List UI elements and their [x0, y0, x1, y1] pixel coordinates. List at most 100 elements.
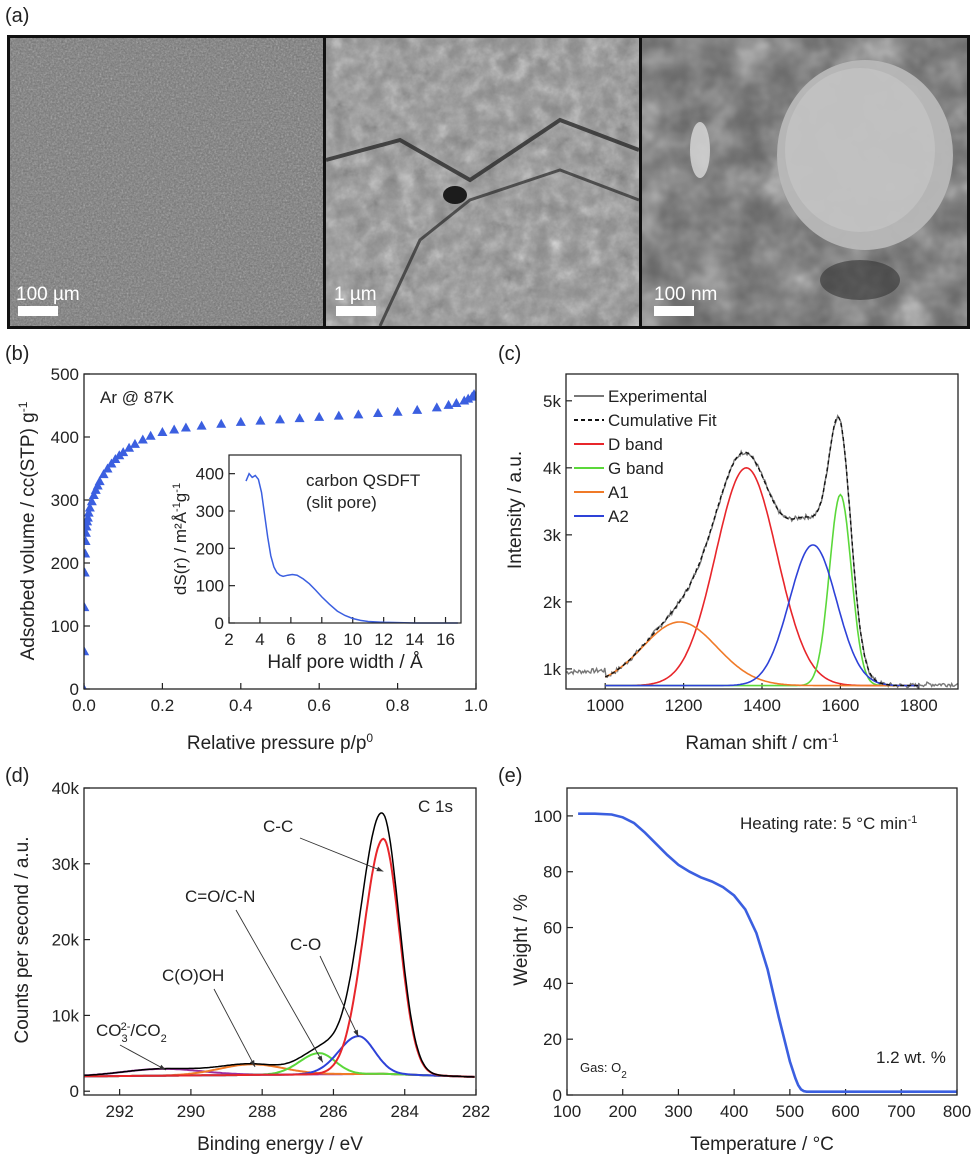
chart-c-xtick-label: 1600: [821, 696, 859, 715]
chart-e-frame: [566, 787, 958, 1096]
scale-label-3: 100 nm: [654, 284, 717, 305]
scale-label-1: 100 µm: [16, 284, 80, 305]
inset-xtick-label: 8: [317, 630, 326, 649]
chart-d-ylabel: Counts per second / a.u.: [12, 836, 33, 1043]
chart-b-point: [451, 397, 462, 407]
panel-label-b: (b): [5, 343, 29, 365]
inset-xtick-label: 14: [405, 630, 424, 649]
chart-d-xtick-label: 282: [462, 1102, 490, 1121]
legend-label: A2: [608, 507, 629, 526]
chart-e-xlabel: Temperature / °C: [690, 1134, 834, 1155]
chart-b-point: [84, 646, 90, 656]
sem-image-3: 100 nm: [642, 38, 967, 326]
chart-b-inset: 2 4 6 8 10 12 14 16 0 100 200 300 400 carbon QSDFT (…: [171, 454, 462, 673]
chart-e-series-line: [578, 812, 957, 1093]
inset-ytick-label: 300: [196, 502, 224, 521]
chart-b-xtick-label: 0.8: [386, 696, 410, 715]
inset-subtitle: (slit pore): [306, 493, 377, 512]
chart-d-xtick-label: 288: [248, 1102, 276, 1121]
chart-e-xtick-label: 700: [887, 1102, 915, 1121]
chart-b-point: [137, 434, 148, 444]
chart-b-ylabel: Adsorbed volume / cc(STP) g-1: [16, 401, 39, 660]
legend-label: Cumulative Fit: [608, 411, 717, 430]
chart-c-xlabel: Raman shift / cm-1: [685, 731, 839, 754]
chart-d-label: CO32-/CO2: [96, 1021, 167, 1045]
chart-d-label: C-O: [290, 935, 321, 954]
chart-c-ylabel: Intensity / a.u.: [505, 451, 526, 569]
chart-d: 292 290 288 286 284 282 0 10k 20k 30k 40k C 1s C-C…: [12, 779, 490, 1155]
chart-b-xtick-label: 0.6: [307, 696, 331, 715]
inset-xtick-label: 10: [343, 630, 362, 649]
chart-d-label: C-C: [263, 817, 293, 836]
chart-b-ytick-label: 300: [51, 491, 79, 510]
chart-b-point: [129, 438, 140, 448]
chart-c-series-a1: [604, 621, 919, 687]
inset-series-line: [245, 472, 458, 624]
chart-c: 1000 1200 1400 1600 1800 1k 2k 3k 4k 5k Experimen…: [505, 373, 959, 754]
chart-b-point: [180, 422, 191, 432]
chart-d-label-arrow: [119, 1044, 167, 1071]
chart-c-xtick-label: 1400: [743, 696, 781, 715]
chart-e-xtick-label: 200: [609, 1102, 637, 1121]
chart-d-xtick-label: 290: [177, 1102, 205, 1121]
chart-b-xlabel: Relative pressure p/p0: [187, 731, 374, 754]
chart-b-point: [431, 402, 442, 412]
chart-b-point: [84, 512, 93, 522]
chart-e-xtick-label: 100: [553, 1102, 581, 1121]
chart-b-point: [88, 489, 99, 499]
panel-label-a: (a): [5, 5, 29, 27]
sem-image-2: 1 µm: [325, 38, 640, 327]
chart-d-label-arrow: [319, 955, 359, 1037]
chart-c-ytick-label: 1k: [543, 660, 561, 679]
inset-xtick-label: 4: [255, 630, 264, 649]
chart-d-ytick-label: 0: [70, 1082, 79, 1101]
chart-b-point: [84, 684, 87, 689]
inset-ytick-label: 100: [196, 577, 224, 596]
panel-label-c: (c): [498, 343, 521, 365]
inset-ytick-label: 400: [196, 465, 224, 484]
inset-xtick-label: 16: [436, 630, 455, 649]
inset-title: carbon QSDFT: [306, 471, 420, 490]
chart-e-ytick-label: 0: [553, 1086, 562, 1105]
chart-c-frame: [565, 373, 959, 690]
chart-b-point: [94, 476, 105, 486]
legend-label: D band: [608, 435, 663, 454]
chart-d-ytick-label: 40k: [52, 779, 80, 798]
scale-bar-2: [336, 306, 376, 316]
chart-b-ytick-label: 200: [51, 554, 79, 573]
chart-b-point: [157, 426, 168, 436]
chart-b-point: [98, 469, 109, 479]
chart-d-ytick-label: 10k: [52, 1006, 80, 1025]
chart-b-point: [443, 399, 454, 409]
chart-b-annotation: Ar @ 87K: [100, 388, 175, 407]
chart-d-label: C(O)OH: [162, 966, 224, 985]
chart-b-point: [353, 409, 364, 419]
scale-bar-3: [654, 306, 694, 316]
sem-image-1: 100 µm: [10, 38, 323, 326]
chart-c-series-cumulative-fit: [604, 416, 919, 687]
legend-label: G band: [608, 459, 664, 478]
chart-d-arrowhead: [376, 866, 384, 872]
chart-d-ytick-label: 20k: [52, 931, 80, 950]
chart-c-ytick-label: 2k: [543, 593, 561, 612]
chart-d-envelope: [84, 812, 475, 1078]
chart-e-annotation: Heating rate: 5 °C min-1: [740, 814, 917, 833]
chart-b-point: [118, 447, 129, 457]
chart-b-ytick-label: 400: [51, 428, 79, 447]
inset-ytick-label: 0: [215, 614, 224, 633]
chart-c-ytick-label: 3k: [543, 526, 561, 545]
chart-b-point: [412, 404, 423, 414]
chart-b-point: [84, 567, 90, 577]
chart-e-ytick-label: 80: [543, 863, 562, 882]
chart-e-ytick-label: 60: [543, 919, 562, 938]
chart-e-ytick-label: 100: [534, 807, 562, 826]
chart-b-point: [294, 413, 305, 423]
chart-b-point: [373, 408, 383, 418]
chart-b-xtick-label: 0.4: [229, 696, 253, 715]
chart-d-arrowhead: [353, 1029, 359, 1037]
chart-d-arrowhead: [249, 1060, 256, 1067]
chart-b-point: [255, 415, 266, 425]
chart-b-xtick-label: 1.0: [464, 696, 488, 715]
